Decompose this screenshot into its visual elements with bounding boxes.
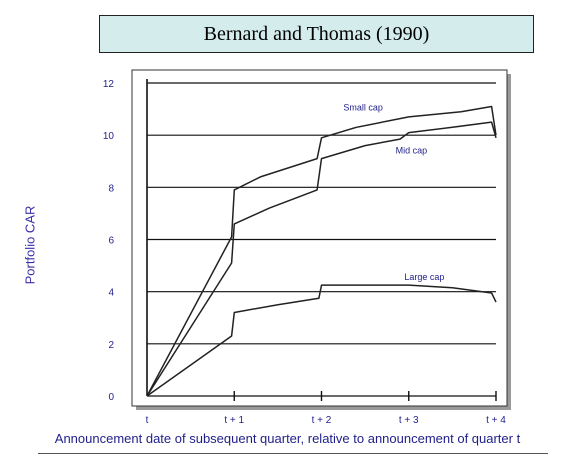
x-tick-label: t <box>146 415 149 426</box>
y-tick-label: 0 <box>108 392 114 403</box>
series-line-mid-cap <box>146 121 497 397</box>
x-tick-label: t + 2 <box>312 415 332 426</box>
y-tick-label: 6 <box>108 236 114 247</box>
y-tick-label: 12 <box>103 79 115 90</box>
y-tick-label: 10 <box>103 131 115 142</box>
y-tick-label: 2 <box>108 340 114 351</box>
x-tick-label: t + 4 <box>486 415 506 426</box>
plot-frame <box>131 69 508 407</box>
y-axis-label: Portfolio CAR <box>22 205 38 285</box>
x-axis-label: Announcement date of subsequent quarter,… <box>54 431 521 446</box>
series-line-large-cap <box>146 284 497 397</box>
y-tick-label: 4 <box>108 288 114 299</box>
x-tick-label: t + 3 <box>399 415 419 426</box>
bottom-divider <box>38 453 548 454</box>
series-line-small-cap <box>146 105 497 397</box>
series-annotation: Small cap <box>343 102 383 112</box>
series-annotation: Large cap <box>404 272 444 282</box>
chart-title: Bernard and Thomas (1990) <box>99 15 534 53</box>
x-tick-label: t + 1 <box>224 415 244 426</box>
series-annotation: Mid cap <box>396 145 428 155</box>
y-tick-label: 8 <box>108 183 114 194</box>
